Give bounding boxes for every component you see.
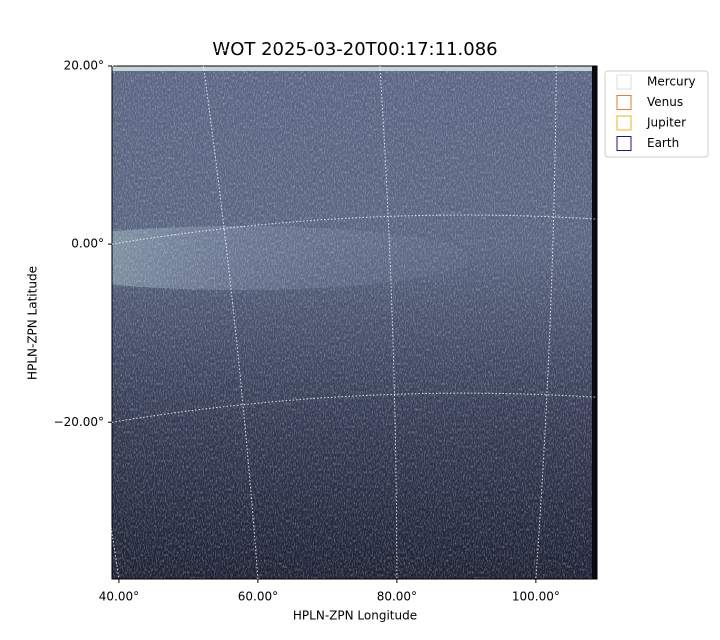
- legend-marker: [616, 115, 632, 131]
- grid-line: [111, 392, 598, 423]
- y-tick-label: 0.00°: [71, 237, 104, 251]
- legend-label: Jupiter: [646, 116, 686, 130]
- image: [112, 66, 597, 579]
- legend-label: Mercury: [647, 75, 696, 89]
- y-axis-label: HPLN-ZPN Latitude: [26, 266, 40, 380]
- image-edge: [592, 66, 597, 579]
- legend: [604, 70, 709, 158]
- chart-title: WOT 2025-03-20T00:17:11.086: [212, 39, 497, 60]
- grid-line: [111, 214, 598, 245]
- y-tick-label: −20.00°: [54, 415, 104, 429]
- legend-marker: [616, 95, 632, 110]
- x-axis-label: HPLN-ZPN Longitude: [293, 609, 417, 623]
- grid-line: [26, 65, 120, 580]
- grid-line: [202, 65, 259, 580]
- legend-label: Venus: [647, 95, 683, 109]
- axes-frame: [111, 65, 598, 580]
- image-noise: [112, 66, 597, 579]
- legend-marker: [616, 74, 632, 90]
- legend-marker: [616, 136, 632, 151]
- y-tick-label: 20.00°: [64, 59, 104, 73]
- x-tick-label: 40.00°: [99, 590, 139, 604]
- legend-label: Earth: [647, 136, 679, 150]
- x-tick-label: 60.00°: [238, 590, 278, 604]
- x-tick-label: 100.00°: [512, 590, 560, 604]
- x-tick-label: 80.00°: [377, 590, 417, 604]
- grid-line: [379, 65, 398, 580]
- grid-line: [535, 65, 557, 580]
- image-edge: [112, 66, 597, 71]
- grid-line: [111, 36, 598, 67]
